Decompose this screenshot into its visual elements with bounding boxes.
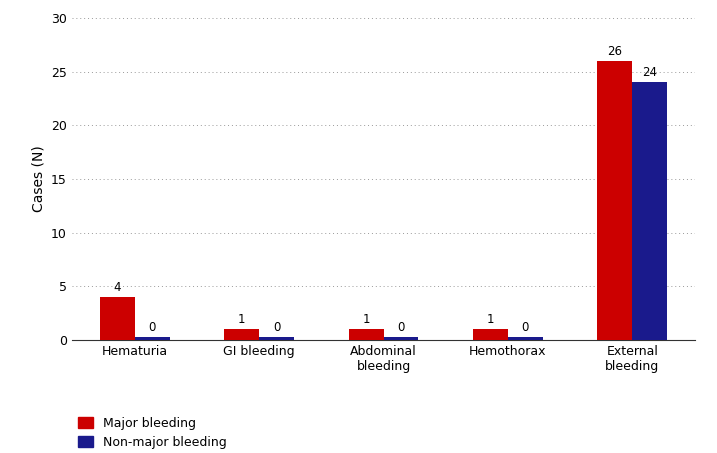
Text: 1: 1 [238,313,246,326]
Bar [597,61,632,340]
Y-axis label: Cases (N): Cases (N) [32,145,45,212]
Bar [260,337,294,340]
Text: 1: 1 [487,313,494,326]
Bar [135,337,170,340]
Text: 4: 4 [114,281,121,294]
Bar [632,82,667,340]
Bar [508,337,543,340]
Bar [473,329,508,340]
Bar [224,329,260,340]
Text: 1: 1 [362,313,370,326]
Bar [384,337,419,340]
Bar [348,329,384,340]
Text: 0: 0 [148,321,156,334]
Text: 0: 0 [522,321,529,334]
Text: 0: 0 [273,321,280,334]
Bar [100,297,135,340]
Text: 26: 26 [607,45,622,58]
Text: 24: 24 [642,66,657,79]
Text: 0: 0 [397,321,404,334]
Legend: Major bleeding, Non-major bleeding: Major bleeding, Non-major bleeding [78,417,227,449]
